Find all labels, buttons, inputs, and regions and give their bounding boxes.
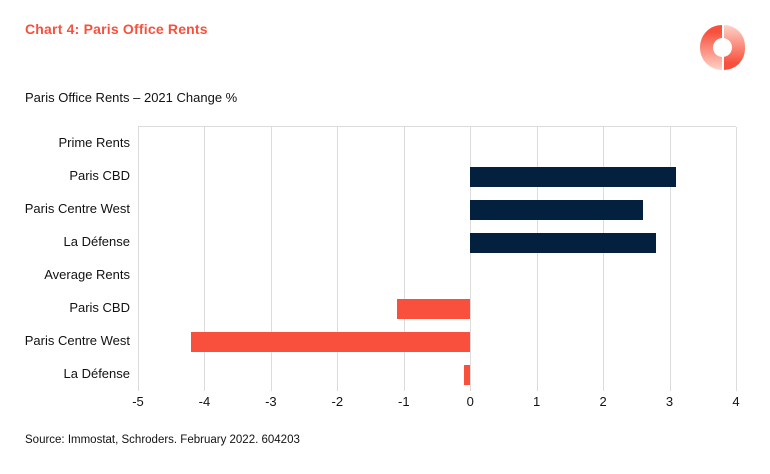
category-label: Paris CBD xyxy=(69,168,130,183)
bar-paris-cbd xyxy=(397,298,471,319)
section-label: Prime Rents xyxy=(58,135,130,150)
x-tick-label: -5 xyxy=(132,394,144,409)
plot-area xyxy=(138,126,737,391)
category-labels: Prime Rents Paris CBD Paris Centre West La … xyxy=(0,126,130,390)
x-tick-label: -4 xyxy=(198,394,211,409)
x-tick-label: 3 xyxy=(665,394,674,409)
logo-hole xyxy=(713,38,732,57)
brand-ring-logo-icon xyxy=(700,25,745,70)
category-label: Paris Centre West xyxy=(24,333,130,348)
x-tick-label: -3 xyxy=(265,394,277,409)
x-axis-ticks: -5 -4 -3 -2 -1 0 1 2 3 4 xyxy=(132,394,740,410)
gridline-x-3 xyxy=(669,127,671,391)
logo-right-half xyxy=(723,25,745,70)
bar-paris-cbd xyxy=(470,166,677,187)
gridline-x--1 xyxy=(403,127,405,391)
logo-left-half xyxy=(700,25,722,70)
gridline-x-2 xyxy=(603,127,605,391)
chart-heading: Chart 4: Paris Office Rents xyxy=(25,21,208,37)
category-label: La Défense xyxy=(63,366,131,381)
x-tick-label: 0 xyxy=(466,394,474,409)
section-label: Average Rents xyxy=(44,267,130,282)
category-label: Paris CBD xyxy=(69,300,130,315)
gridline-x--3 xyxy=(270,127,272,391)
bar-la-défense xyxy=(463,364,471,385)
category-label: Paris Centre West xyxy=(24,201,130,216)
x-tick-label: -2 xyxy=(331,394,344,409)
gridline-x-0 xyxy=(470,127,472,391)
gridline-x--2 xyxy=(337,127,339,391)
source-note: Source: Immostat, Schroders. February 20… xyxy=(25,434,300,446)
x-tick-label: 4 xyxy=(732,394,740,409)
bar-paris-centre-west xyxy=(470,199,643,220)
category-label: La Défense xyxy=(63,234,131,249)
x-tick-label: -1 xyxy=(397,394,410,409)
gridline-x-4 xyxy=(736,127,737,391)
gridline-x--4 xyxy=(204,127,206,391)
gridline-x--5 xyxy=(138,127,139,391)
chart-title: Paris Office Rents – 2021 Change % xyxy=(25,90,238,105)
gridline-x-1 xyxy=(536,127,538,391)
bar-la-défense xyxy=(470,232,657,253)
x-tick-label: 2 xyxy=(599,394,607,409)
bar-paris-centre-west xyxy=(191,331,471,352)
x-tick-label: 1 xyxy=(533,394,541,409)
